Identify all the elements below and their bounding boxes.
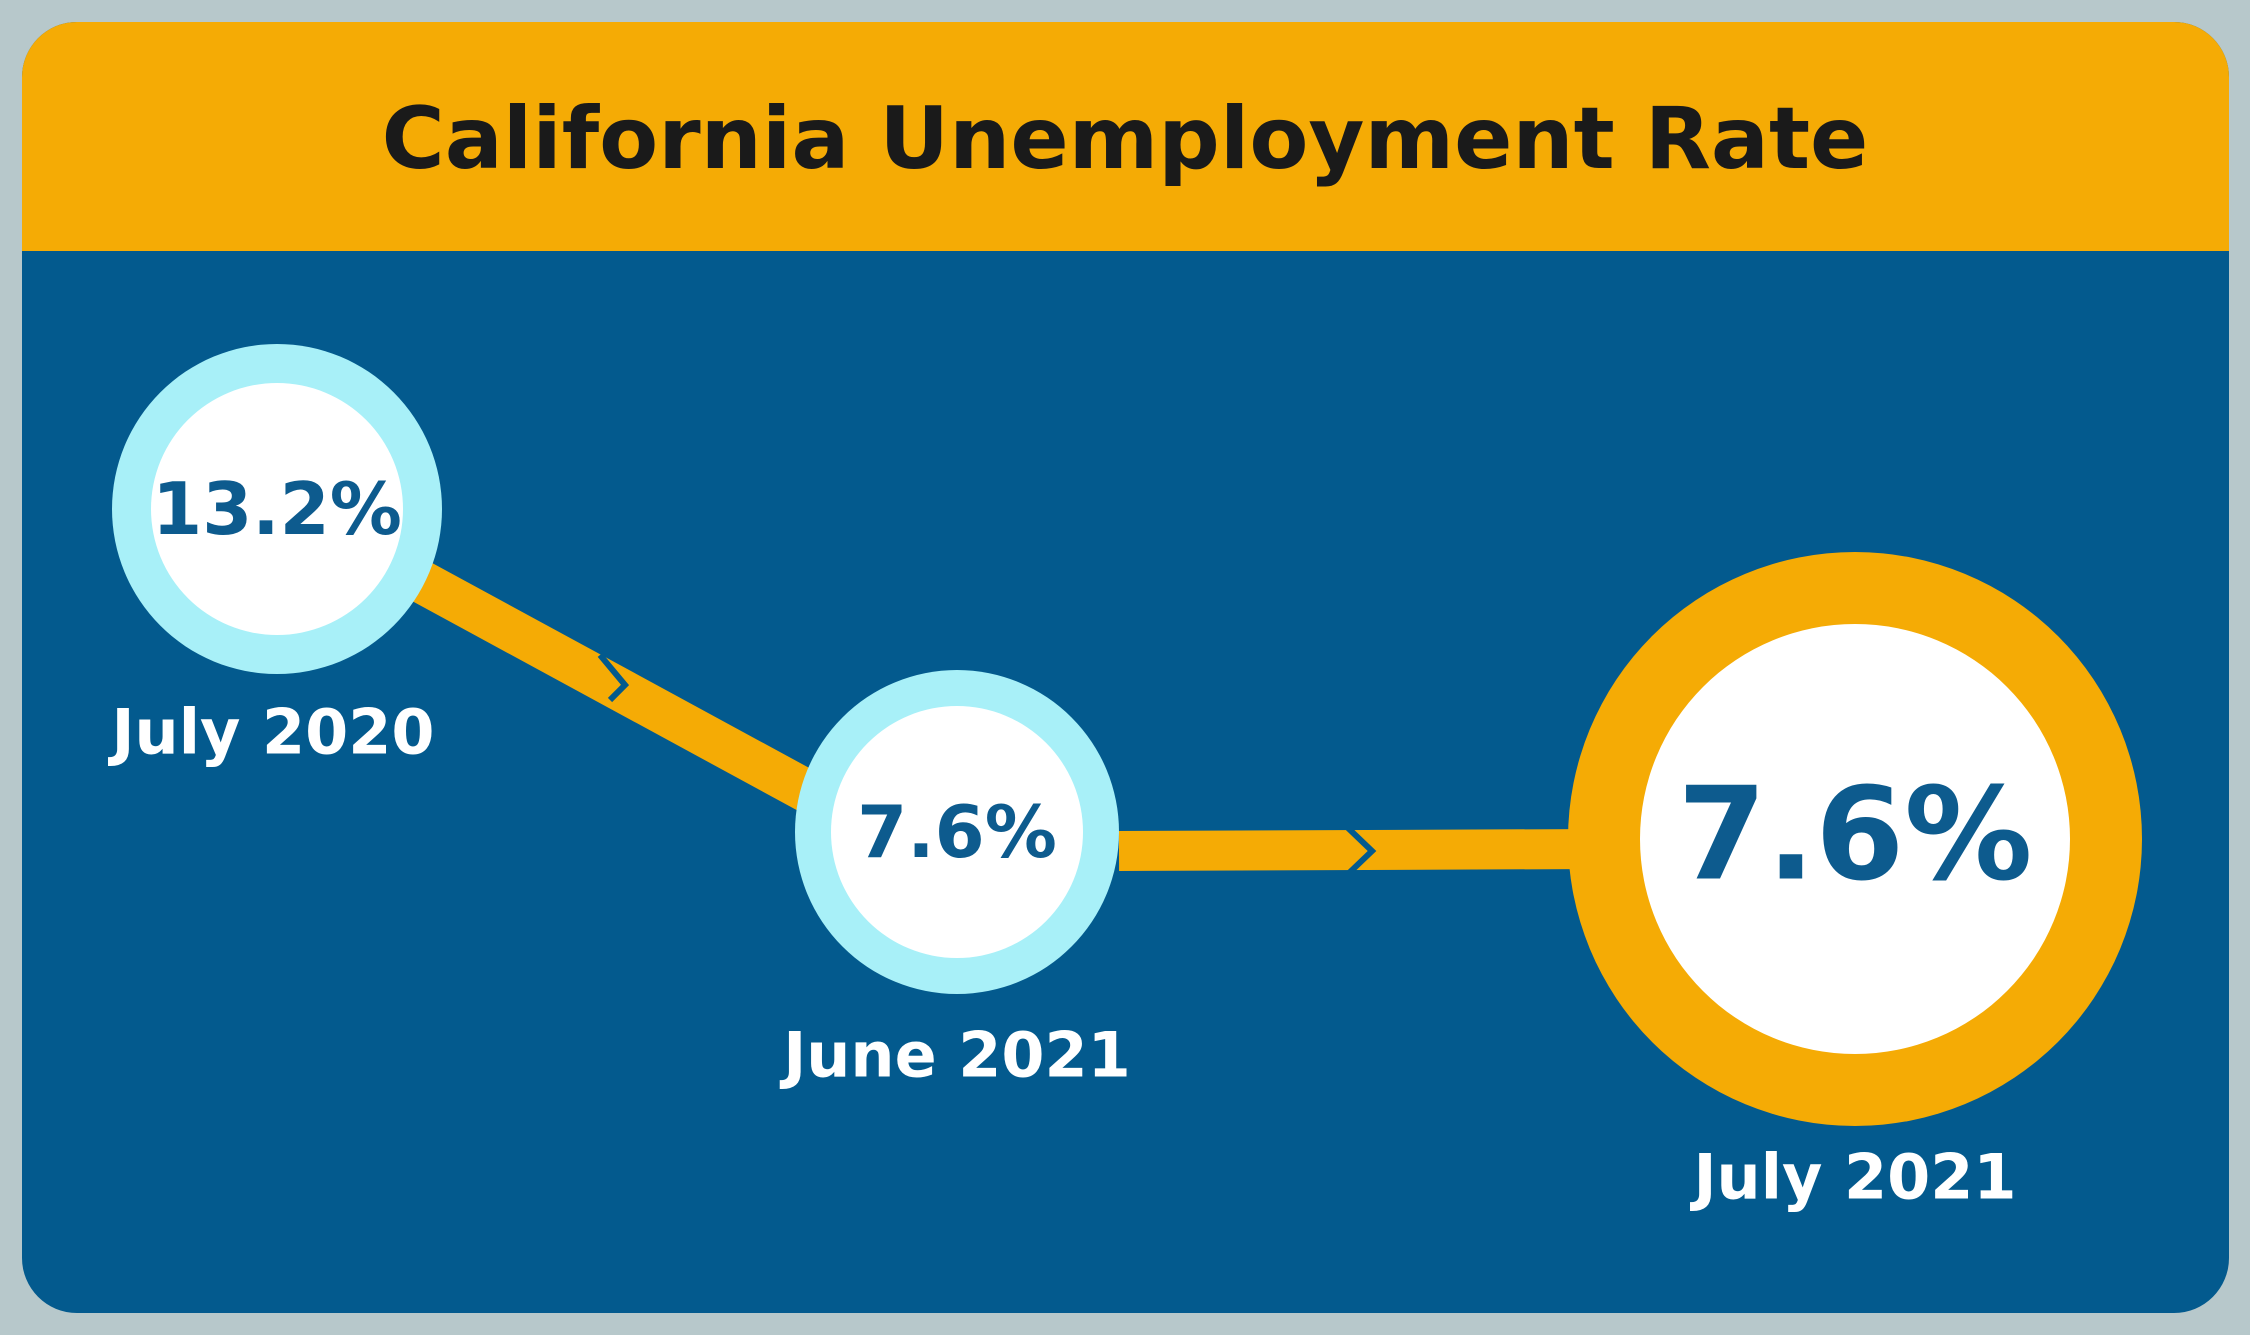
arrow-chevron [597, 653, 630, 703]
node-label: July 2021 [1689, 1141, 2016, 1214]
header-band [22, 22, 2229, 251]
node-center [151, 383, 403, 635]
node-center [1640, 624, 2070, 1054]
node-center [831, 706, 1083, 958]
connector [1118, 829, 1601, 871]
node-label: June 2021 [779, 1019, 1131, 1092]
node-label: July 2020 [107, 696, 434, 769]
arrow-chevron [1345, 825, 1377, 877]
node-value: 7.6% [1678, 761, 2033, 910]
node-value: 13.2% [152, 467, 402, 551]
node-value: 7.6% [857, 790, 1057, 874]
connector [389, 551, 871, 839]
title: California Unemployment Rate [382, 89, 1869, 189]
